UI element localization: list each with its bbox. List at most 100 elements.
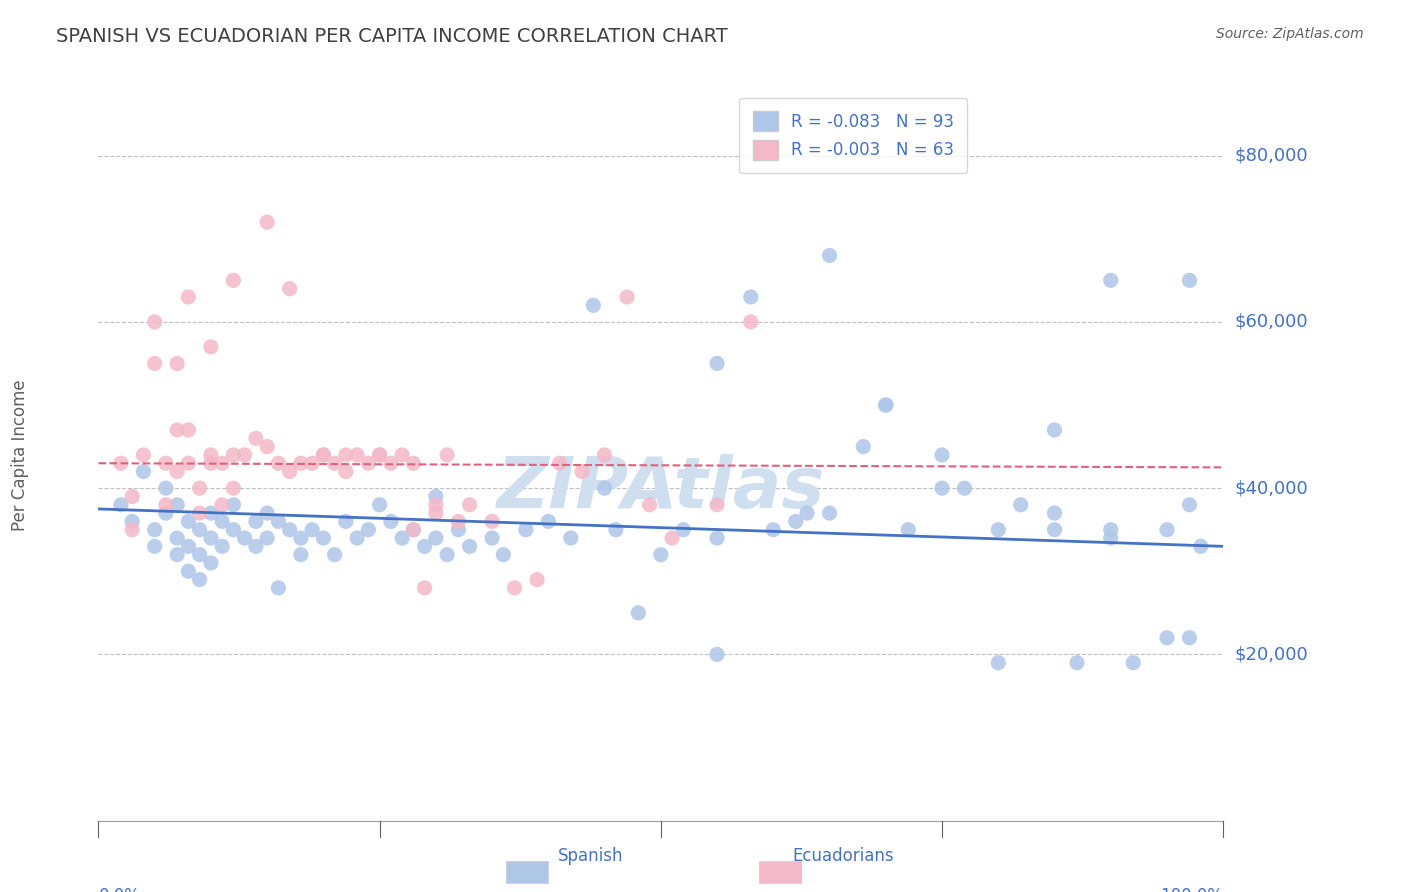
- Point: [121, 523, 143, 537]
- Point: [290, 548, 312, 562]
- Point: [1178, 273, 1201, 287]
- Point: [593, 481, 616, 495]
- Point: [132, 465, 155, 479]
- Point: [233, 531, 256, 545]
- Point: [222, 523, 245, 537]
- Point: [706, 531, 728, 545]
- Point: [481, 515, 503, 529]
- Point: [987, 656, 1010, 670]
- Point: [582, 298, 605, 312]
- Point: [222, 448, 245, 462]
- Text: $40,000: $40,000: [1234, 479, 1308, 497]
- Point: [1099, 523, 1122, 537]
- Point: [425, 531, 447, 545]
- Point: [245, 431, 267, 445]
- Point: [267, 581, 290, 595]
- Text: Per Capita Income: Per Capita Income: [11, 379, 28, 531]
- Point: [222, 481, 245, 495]
- Point: [200, 531, 222, 545]
- Point: [560, 531, 582, 545]
- Point: [256, 531, 278, 545]
- Point: [166, 498, 188, 512]
- Point: [616, 290, 638, 304]
- Point: [1099, 273, 1122, 287]
- Text: 100.0%: 100.0%: [1160, 888, 1223, 892]
- Point: [301, 523, 323, 537]
- Point: [1043, 423, 1066, 437]
- Point: [335, 465, 357, 479]
- Point: [605, 523, 627, 537]
- Point: [492, 548, 515, 562]
- Point: [1178, 631, 1201, 645]
- Point: [706, 648, 728, 662]
- Point: [593, 448, 616, 462]
- Point: [256, 215, 278, 229]
- Point: [706, 498, 728, 512]
- Point: [436, 548, 458, 562]
- Point: [818, 248, 841, 262]
- Point: [211, 515, 233, 529]
- Point: [875, 398, 897, 412]
- Text: $60,000: $60,000: [1234, 313, 1308, 331]
- Point: [177, 515, 200, 529]
- Text: Ecuadorians: Ecuadorians: [793, 847, 894, 865]
- Point: [931, 481, 953, 495]
- Point: [447, 515, 470, 529]
- Point: [852, 440, 875, 454]
- Point: [1099, 531, 1122, 545]
- Point: [233, 448, 256, 462]
- Point: [380, 515, 402, 529]
- Text: Source: ZipAtlas.com: Source: ZipAtlas.com: [1216, 27, 1364, 41]
- Legend: R = -0.083   N = 93, R = -0.003   N = 63: R = -0.083 N = 93, R = -0.003 N = 63: [740, 97, 967, 173]
- Point: [290, 531, 312, 545]
- Point: [447, 523, 470, 537]
- Point: [380, 456, 402, 470]
- Point: [458, 539, 481, 553]
- Point: [312, 448, 335, 462]
- Point: [436, 448, 458, 462]
- Point: [515, 523, 537, 537]
- Point: [222, 498, 245, 512]
- Point: [143, 315, 166, 329]
- Point: [177, 423, 200, 437]
- Point: [200, 556, 222, 570]
- Point: [368, 448, 391, 462]
- Point: [571, 465, 593, 479]
- Point: [503, 581, 526, 595]
- Point: [301, 456, 323, 470]
- Point: [368, 498, 391, 512]
- Point: [987, 523, 1010, 537]
- Point: [110, 456, 132, 470]
- Point: [166, 356, 188, 371]
- Point: [897, 523, 920, 537]
- Point: [1189, 539, 1212, 553]
- Point: [323, 456, 346, 470]
- Point: [211, 539, 233, 553]
- Point: [132, 448, 155, 462]
- Point: [177, 564, 200, 578]
- Point: [537, 515, 560, 529]
- Point: [638, 498, 661, 512]
- Point: [188, 523, 211, 537]
- Point: [1156, 523, 1178, 537]
- Point: [526, 573, 548, 587]
- Point: [177, 539, 200, 553]
- Point: [155, 498, 177, 512]
- Point: [256, 440, 278, 454]
- Point: [413, 581, 436, 595]
- Point: [188, 573, 211, 587]
- Point: [650, 548, 672, 562]
- Point: [143, 523, 166, 537]
- Point: [402, 523, 425, 537]
- Text: SPANISH VS ECUADORIAN PER CAPITA INCOME CORRELATION CHART: SPANISH VS ECUADORIAN PER CAPITA INCOME …: [56, 27, 728, 45]
- Point: [425, 498, 447, 512]
- Point: [1156, 631, 1178, 645]
- Point: [177, 456, 200, 470]
- Point: [200, 448, 222, 462]
- Point: [335, 448, 357, 462]
- Point: [245, 539, 267, 553]
- Point: [391, 531, 413, 545]
- Point: [762, 523, 785, 537]
- Point: [818, 506, 841, 520]
- Point: [1010, 498, 1032, 512]
